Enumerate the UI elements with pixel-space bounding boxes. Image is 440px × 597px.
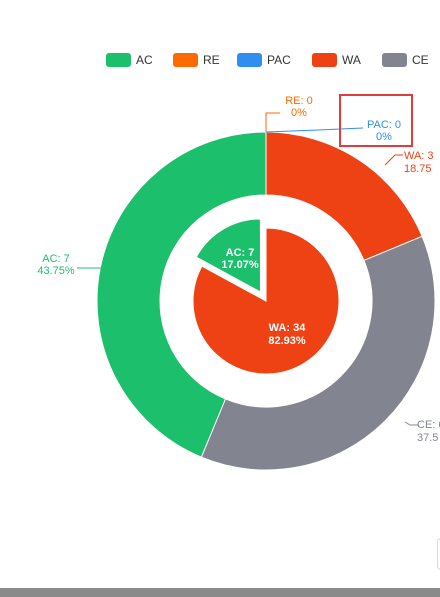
inner-value-ac: 17.07% — [221, 259, 259, 271]
inner-label-ac: AC: 7 — [226, 247, 255, 259]
legend-item-ac[interactable]: AC — [106, 53, 153, 67]
legend-swatch — [237, 53, 262, 67]
leader-line-ce — [404, 421, 418, 426]
legend-label: CE — [412, 53, 429, 67]
inner-slice-wa[interactable] — [192, 227, 340, 375]
inner-pie — [192, 218, 340, 375]
corner-button[interactable] — [437, 538, 440, 570]
leader-line-pac — [265, 127, 364, 133]
leader-line-re — [265, 112, 280, 132]
legend-label: AC — [136, 53, 153, 67]
outer-label-ce: CE: 6 — [417, 419, 440, 431]
legend-item-pac[interactable]: PAC — [237, 53, 291, 67]
outer-label-ac: AC: 7 — [42, 253, 70, 265]
outer-slice-ac[interactable] — [96, 131, 267, 458]
legend-item-wa[interactable]: WA — [312, 53, 361, 67]
outer-value-re: 0% — [291, 107, 307, 119]
inner-label-wa: WA: 34 — [269, 322, 307, 334]
legend-swatch — [312, 53, 337, 67]
leader-line-wa — [384, 154, 403, 166]
slice-labels: AC: 743.75%RE: 00%PAC: 00%WA: 318.75CE: … — [37, 95, 440, 444]
legend-label: PAC — [267, 53, 291, 67]
outer-value-ac: 43.75% — [37, 265, 75, 277]
outer-value-wa: 18.75 — [404, 163, 432, 175]
outer-ring — [96, 131, 436, 471]
bottom-scrollbar — [0, 588, 440, 597]
inner-slice-ac[interactable] — [195, 218, 261, 293]
outer-label-pac: PAC: 0 — [367, 119, 401, 131]
outer-value-pac: 0% — [376, 131, 392, 143]
inner-value-wa: 82.93% — [268, 335, 306, 347]
outer-slice-ce[interactable] — [200, 235, 436, 471]
legend-swatch — [106, 53, 131, 67]
outer-value-ce: 37.5 — [417, 432, 438, 444]
chart-legend: AC RE PAC WA CE — [106, 53, 429, 67]
legend-swatch — [382, 53, 407, 67]
leader-line-ac — [77, 267, 124, 283]
legend-item-re[interactable]: RE — [173, 53, 220, 67]
legend-swatch — [173, 53, 198, 67]
legend-label: WA — [342, 53, 361, 67]
legend-label: RE — [203, 53, 220, 67]
legend-item-ce[interactable]: CE — [382, 53, 429, 67]
outer-label-re: RE: 0 — [285, 95, 313, 107]
label-leaders — [77, 112, 418, 426]
outer-label-wa: WA: 3 — [404, 150, 434, 162]
highlight-box — [339, 94, 413, 147]
